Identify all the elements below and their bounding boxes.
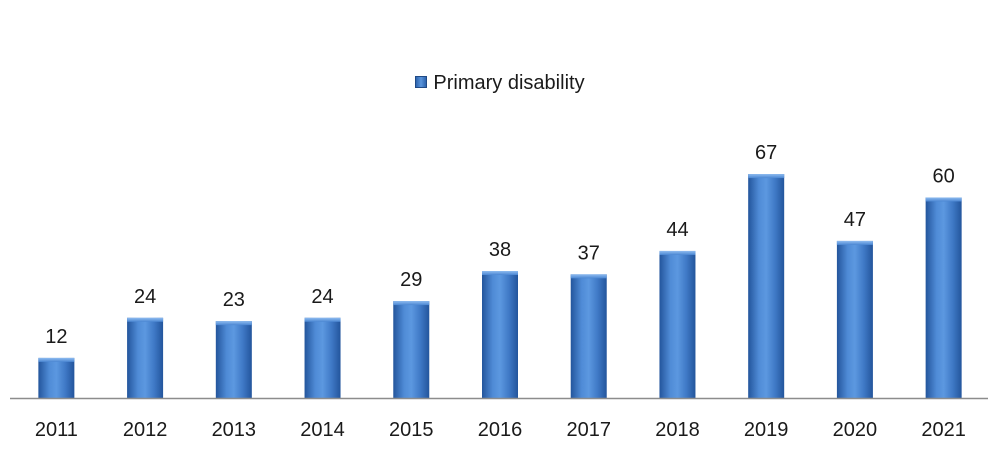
data-label-2018: 44 (666, 219, 688, 241)
bars-layer (38, 174, 962, 398)
bar-body-2011 (38, 357, 75, 398)
legend-label: Primary disability (433, 72, 585, 94)
data-labels-layer: 12 24 23 24 29 38 37 44 67 47 60 (45, 142, 955, 348)
x-tick-label-2020: 2020 (833, 419, 878, 441)
x-tick-labels-layer: 2011 2012 2013 2014 2015 2016 2017 2018 2019 2020… (35, 419, 966, 441)
bar-2013 (215, 321, 252, 398)
bar-cap-2021 (925, 197, 962, 202)
x-tick-label-2012: 2012 (123, 419, 168, 441)
bar-cap-2016 (482, 271, 518, 276)
bar-body-2019 (748, 174, 785, 398)
bar-body-2018 (659, 250, 696, 398)
x-tick-label-2017: 2017 (566, 419, 611, 441)
bar-body-2015 (393, 301, 430, 398)
legend-swatch-primary-disability (415, 76, 428, 88)
bar-2019 (748, 174, 785, 398)
x-tick-label-2011: 2011 (35, 419, 78, 441)
bar-2017 (570, 274, 607, 398)
bar-cap-2012 (127, 317, 164, 322)
bar-2014 (304, 317, 341, 398)
bar-cap-2014 (304, 317, 341, 322)
data-label-2012: 24 (134, 286, 156, 308)
bar-2018 (659, 250, 696, 398)
data-label-2013: 23 (223, 289, 245, 311)
x-tick-label-2021: 2021 (921, 419, 966, 441)
bar-2020 (836, 240, 873, 398)
bar-body-2016 (482, 271, 518, 398)
bar-body-2021 (925, 197, 962, 398)
legend: Primary disability (0, 72, 1000, 95)
bar-cap-2017 (570, 274, 607, 279)
bar-body-2017 (570, 274, 607, 398)
bar-body-2014 (304, 317, 341, 398)
data-label-2020: 47 (844, 209, 866, 231)
x-tick-label-2013: 2013 (212, 419, 257, 441)
bar-body-2013 (215, 321, 252, 398)
bar-2011 (38, 357, 75, 398)
bar-cap-2020 (836, 240, 873, 245)
bar-2021 (925, 197, 962, 398)
bar-body-2012 (127, 317, 164, 398)
x-tick-label-2019: 2019 (744, 419, 789, 441)
data-label-2017: 37 (578, 242, 600, 264)
bar-body-2020 (836, 240, 873, 398)
x-tick-label-2015: 2015 (389, 419, 434, 441)
bar-cap-2013 (215, 321, 252, 326)
bar-cap-2015 (393, 301, 430, 306)
bar-2012 (127, 317, 164, 398)
data-label-2011: 12 (45, 326, 67, 348)
x-tick-label-2014: 2014 (300, 419, 345, 441)
x-tick-label-2016: 2016 (478, 419, 523, 441)
data-label-2015: 29 (400, 269, 422, 291)
data-label-2016: 38 (489, 239, 511, 261)
bar-cap-2018 (659, 250, 696, 255)
bar-cap-2011 (38, 357, 75, 362)
bar-2016 (482, 271, 518, 398)
bar-cap-2019 (748, 174, 785, 179)
data-label-2021: 60 (933, 165, 955, 187)
bar-2015 (393, 301, 430, 398)
data-label-2014: 24 (311, 286, 333, 308)
data-label-2019: 67 (755, 142, 777, 164)
x-tick-label-2018: 2018 (655, 419, 700, 441)
